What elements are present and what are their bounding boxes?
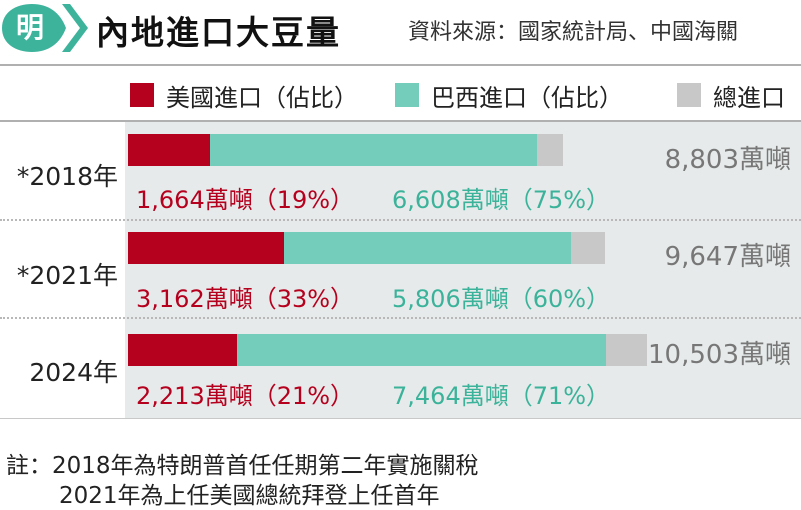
legend-label-us: 美國進口（佔比） <box>166 83 358 112</box>
row-separator <box>0 317 801 319</box>
total-label: 8,803萬噸 <box>664 145 791 175</box>
footnote-line-2: 2021年為上任美國總統拜登上任首年 <box>59 483 440 509</box>
us-value-label: 3,162萬噸（33%） <box>136 285 355 313</box>
legend-label-total: 總進口 <box>713 83 785 112</box>
total-label: 9,647萬噸 <box>664 242 791 272</box>
legend-item-total: 總進口 <box>677 80 785 112</box>
year-label: *2018年 <box>16 162 118 191</box>
ming-pao-logo <box>2 4 88 52</box>
bar-brazil <box>284 232 571 264</box>
legend-item-brazil: 巴西進口（佔比） <box>395 80 623 112</box>
chart-background <box>125 122 801 418</box>
row-separator <box>0 219 801 221</box>
bar-us <box>128 134 211 166</box>
us-value-label: 1,664萬噸（19%） <box>136 186 355 214</box>
year-label: 2024年 <box>29 358 118 387</box>
data-source: 資料來源：國家統計局、中國海關 <box>408 20 739 45</box>
footnote-line-1: 註：2018年為特朗普首任任期第二年實施關稅 <box>6 453 479 479</box>
brazil-value-label: 7,464萬噸（71%） <box>392 382 611 410</box>
header: 明 內地進口大豆量 資料來源：國家統計局、中國海關 <box>0 0 801 60</box>
brazil-value-label: 6,608萬噸（75%） <box>392 186 611 214</box>
legend-swatch-total <box>677 83 701 107</box>
chart-bottom-rule <box>0 418 801 419</box>
bar-us <box>128 334 238 366</box>
brazil-value-label: 5,806萬噸（60%） <box>392 285 611 313</box>
legend-item-us: 美國進口（佔比） <box>130 80 358 112</box>
bar-us <box>128 232 285 264</box>
us-value-label: 2,213萬噸（21%） <box>136 382 355 410</box>
chart-title: 內地進口大豆量 <box>96 13 341 52</box>
legend-swatch-brazil <box>395 83 419 107</box>
total-label: 10,503萬噸 <box>648 340 791 370</box>
header-divider <box>0 64 801 66</box>
legend-label-brazil: 巴西進口（佔比） <box>431 83 623 112</box>
logo-character: 明 <box>15 11 44 44</box>
year-label: *2021年 <box>16 261 118 290</box>
bar-brazil <box>237 334 607 366</box>
legend-swatch-us <box>130 83 154 107</box>
legend-divider <box>0 120 801 122</box>
bar-brazil <box>210 134 537 166</box>
